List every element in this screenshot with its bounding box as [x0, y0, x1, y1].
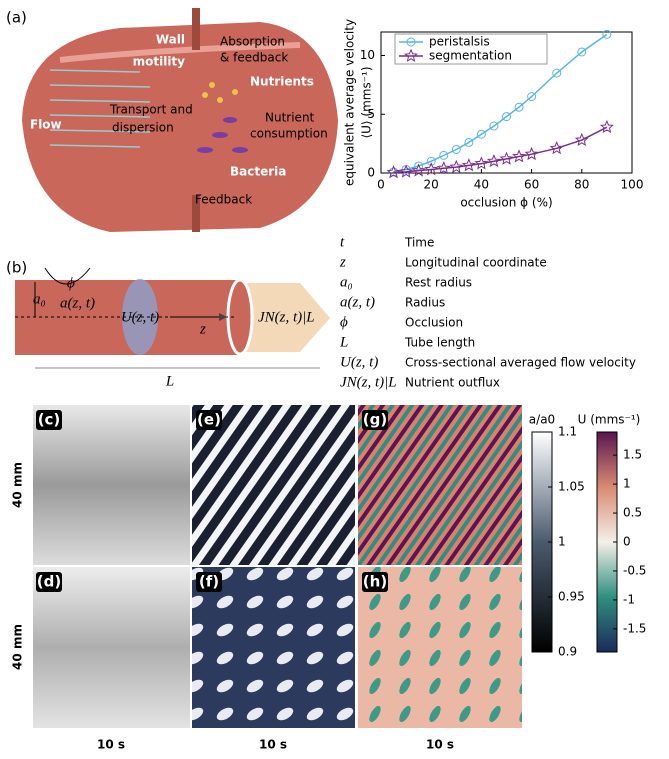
map-panels	[33, 405, 522, 728]
colorbar-tick-label: 1	[623, 477, 631, 491]
colorbar-tick-label: 0.5	[623, 506, 642, 520]
legend-label: segmentation	[429, 49, 512, 63]
panel-label: (f)	[199, 573, 219, 591]
symbol: z	[339, 254, 346, 270]
symbol: JN(z, t)|L	[340, 374, 397, 390]
line	[394, 127, 607, 172]
symbol-description: Tube length	[404, 336, 475, 350]
label: Nutrients	[250, 75, 314, 89]
symbol: ϕ	[67, 275, 75, 291]
symbol: L	[165, 373, 174, 389]
colorbar-tick-label: 0	[623, 535, 631, 549]
label: dispersion	[112, 121, 174, 135]
y-tick-label: 0	[367, 166, 375, 180]
label: Bacteria	[230, 165, 286, 179]
panel-label: (b)	[6, 259, 27, 277]
symbol: z	[199, 321, 206, 337]
label: Nutrient	[265, 111, 315, 125]
space-label: 40 mm	[11, 462, 25, 508]
symbol: U(z, t)	[121, 309, 159, 325]
label: Wall	[156, 33, 185, 47]
symbol-description: Rest radius	[405, 276, 472, 290]
y-axis-label: equivalent average velocity	[343, 19, 357, 186]
x-tick-label: 100	[621, 178, 644, 192]
x-tick-label: 80	[574, 178, 589, 192]
symbol: a₀	[340, 274, 353, 290]
x-tick-label: 20	[424, 178, 439, 192]
symbol-description: Nutrient outflux	[405, 376, 500, 390]
symbol-description: Time	[404, 236, 434, 250]
label: & feedback	[220, 51, 288, 65]
label: Feedback	[195, 193, 252, 207]
figure: (a) Wall motility Absorption & feedback …	[0, 0, 669, 755]
y-axis-label: ⟨U⟩ (mms⁻¹)	[360, 66, 374, 138]
symbol: a₀	[33, 291, 46, 307]
label: Transport and	[109, 103, 193, 117]
time-label: 10 s	[426, 738, 454, 752]
panel-label: (a)	[6, 9, 27, 27]
panel-label: (d)	[37, 573, 61, 591]
y-tick-label: 10	[360, 48, 375, 62]
symbol: ϕ	[340, 314, 348, 330]
space-label: 40 mm	[11, 624, 25, 670]
label: motility	[133, 55, 186, 69]
colorbar-tick-label: 0.9	[558, 645, 577, 659]
colorbar-tick-label: -1	[623, 592, 635, 606]
symbol: a(z, t)	[60, 295, 95, 311]
label: Absorption	[220, 35, 285, 49]
symbol: t	[340, 234, 345, 250]
colorbar-tick-label: 1	[558, 535, 566, 549]
colorbar-label: U (mms⁻¹)	[578, 413, 641, 427]
time-label: 10 s	[97, 738, 125, 752]
colorbar-tick-label: 0.95	[558, 590, 585, 604]
label: consumption	[250, 127, 328, 141]
symbol: a(z, t)	[340, 294, 375, 310]
panel-label: (g)	[363, 411, 387, 429]
colorbar-tick-label: 1.05	[558, 480, 585, 494]
marker	[601, 121, 612, 132]
x-axis-label: occlusion ϕ (%)	[460, 196, 552, 210]
panel-label: (h)	[363, 573, 387, 591]
symbol: JN(z, t)|L	[258, 309, 315, 325]
symbol: L	[339, 334, 348, 350]
colorbar-tick-label: -0.5	[623, 563, 646, 577]
symbol-description: Longitudinal coordinate	[405, 256, 547, 270]
symbol-description: Occlusion	[405, 316, 463, 330]
colorbar-tick-label: 1.5	[623, 448, 642, 462]
symbol: U(z, t)	[340, 354, 378, 370]
colorbar-tick-label: -1.5	[623, 621, 646, 635]
x-tick-label: 40	[474, 178, 489, 192]
time-label: 10 s	[259, 738, 287, 752]
x-tick-label: 60	[524, 178, 539, 192]
panel-label: (c)	[38, 411, 61, 429]
x-tick-label: 0	[377, 178, 385, 192]
colorbar-tick-label: 1.1	[558, 425, 577, 439]
legend-label: peristalsis	[429, 35, 490, 49]
panel-label: (e)	[197, 411, 221, 429]
label: Flow	[30, 118, 62, 132]
symbol-description: Radius	[405, 296, 445, 310]
colorbar-label: a/a0	[529, 413, 555, 427]
symbol-description: Cross-sectional averaged flow velocity	[405, 356, 636, 370]
